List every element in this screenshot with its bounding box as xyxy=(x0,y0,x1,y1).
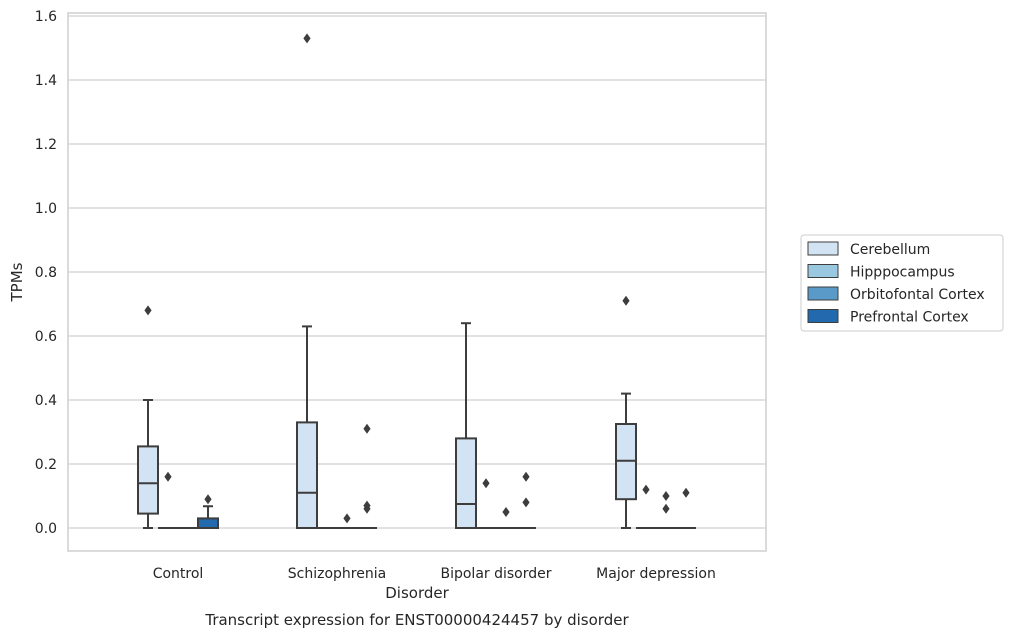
y-tick-label: 1.4 xyxy=(35,73,57,89)
outlier-point xyxy=(622,295,630,306)
outlier-point xyxy=(502,507,510,517)
outlier-point xyxy=(522,471,530,482)
x-tick-label: Bipolar disorder xyxy=(440,566,551,582)
y-tick-labels: 0.0 0.2 0.4 0.6 0.8 1.0 1.2 1.4 1.6 xyxy=(35,9,57,537)
y-axis-title: TPMs xyxy=(8,262,26,302)
outlier-point xyxy=(482,478,490,489)
outlier-point xyxy=(303,33,311,44)
outlier-point xyxy=(682,487,690,498)
legend-swatch xyxy=(807,264,839,278)
box-body xyxy=(197,517,219,530)
legend-label: Cerebellum xyxy=(850,242,930,258)
legend-items: Cerebellum Hipppocampus Orbitofontal Corte… xyxy=(807,241,985,326)
legend: Cerebellum Hipppocampus Orbitofontal Corte… xyxy=(800,234,1004,332)
box-3-0 xyxy=(197,505,219,530)
outlier-point xyxy=(642,484,650,495)
outlier-point xyxy=(662,491,670,501)
y-tick-label: 0.4 xyxy=(35,393,57,409)
outlier-point xyxy=(363,503,371,514)
x-tick-label: Schizophrenia xyxy=(288,566,386,582)
legend-frame xyxy=(800,234,1004,332)
x-tick-labels: Control Schizophrenia Bipolar disorder Majo… xyxy=(153,566,716,582)
y-tick-label: 1.0 xyxy=(35,201,57,217)
box-body xyxy=(455,437,477,529)
boxes xyxy=(137,322,696,530)
outlier-points xyxy=(144,33,690,524)
y-tick-label: 0.6 xyxy=(35,329,57,345)
legend-swatch xyxy=(807,286,839,301)
y-tick-label: 0.8 xyxy=(35,265,57,281)
x-tick-label: Control xyxy=(153,566,204,582)
outlier-point xyxy=(522,497,530,508)
legend-label: Orbitofontal Cortex xyxy=(850,287,985,303)
outlier-point xyxy=(204,494,212,505)
outlier-point xyxy=(164,471,172,482)
y-tick-label: 1.2 xyxy=(35,137,57,153)
outlier-point xyxy=(363,423,371,434)
box-0-2 xyxy=(455,322,477,529)
outlier-point xyxy=(144,305,152,316)
x-tick-label: Major depression xyxy=(596,566,716,582)
legend-swatch xyxy=(807,241,839,256)
y-tick-label: 1.6 xyxy=(35,9,57,25)
chart-caption: Transcript expression for ENST0000042445… xyxy=(204,611,629,629)
outlier-point xyxy=(343,513,351,524)
x-axis-title: Disorder xyxy=(385,584,449,602)
box-0-1 xyxy=(296,325,318,529)
legend-label: Prefrontal Cortex xyxy=(850,310,969,326)
box-body xyxy=(296,421,318,529)
box-0-0 xyxy=(137,399,159,529)
plot-area-frame xyxy=(67,12,767,552)
legend-swatch xyxy=(807,309,839,323)
gridlines xyxy=(68,15,766,529)
box-0-3 xyxy=(615,392,637,529)
legend-label: Hipppocampus xyxy=(850,265,955,281)
y-tick-label: 0.2 xyxy=(35,457,57,473)
box-body xyxy=(137,445,159,515)
outlier-point xyxy=(662,503,670,514)
y-tick-label: 0.0 xyxy=(35,521,57,537)
